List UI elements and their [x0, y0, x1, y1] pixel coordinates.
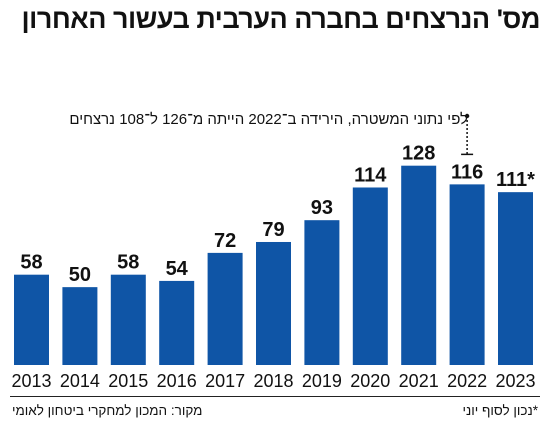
- value-label-2020: 114: [354, 164, 387, 186]
- bar-2021: [401, 165, 437, 365]
- value-labels-group: 58 50 58 54 72 79 93 114 128 116 111*: [20, 143, 535, 286]
- value-label-2013: 58: [20, 252, 42, 274]
- bar-2018: [256, 241, 291, 365]
- value-label-2019: 93: [311, 197, 333, 219]
- callout-dot: [464, 113, 470, 119]
- value-label-2014: 50: [69, 264, 91, 286]
- x-tick-label-2015: 2015: [108, 371, 148, 391]
- bar-2023: [498, 192, 533, 365]
- bar-2022: [449, 184, 485, 365]
- value-label-2015: 58: [117, 252, 139, 274]
- bar-2014: [62, 287, 98, 365]
- x-tick-label-2023: 2023: [495, 371, 535, 391]
- bar-2016: [159, 280, 195, 365]
- x-tick-label-2022: 2022: [447, 371, 487, 391]
- chart-title: מס' הנרצחים בחברה הערבית בעשור האחרון: [21, 4, 541, 34]
- value-label-2022: 116: [451, 161, 483, 183]
- bar-2017: [207, 252, 243, 365]
- chart-annotation: לפי נתוני המשטרה, הירידה ב־2022 הייתה מ־…: [69, 111, 468, 128]
- x-axis-labels: 2013 2014 2015 2016 2017 2018 2019 2020 2021 2022…: [11, 371, 535, 391]
- bar-2019: [304, 220, 340, 365]
- x-tick-label-2021: 2021: [399, 371, 439, 391]
- value-label-2017: 72: [214, 230, 236, 252]
- source-note: מקור: המכון למחקרי ביטחון לאומי: [12, 403, 203, 418]
- bar-2013: [14, 274, 49, 365]
- x-tick-label-2016: 2016: [157, 371, 197, 391]
- value-label-2021: 128: [402, 143, 435, 165]
- bar-2015: [110, 274, 146, 365]
- value-label-2016: 54: [166, 258, 189, 280]
- bar-2020: [352, 187, 388, 365]
- footer-divider: [10, 396, 540, 397]
- x-tick-label-2018: 2018: [253, 371, 293, 391]
- value-label-2023: 111*: [496, 169, 535, 191]
- x-tick-label-2014: 2014: [60, 371, 100, 391]
- x-tick-label-2013: 2013: [11, 371, 51, 391]
- bars-group: [14, 165, 533, 365]
- x-tick-label-2020: 2020: [350, 371, 390, 391]
- footnote: *נכון לסוף יוני: [462, 403, 538, 418]
- x-tick-label-2019: 2019: [302, 371, 342, 391]
- value-label-2018: 79: [262, 219, 284, 241]
- annotation-callout: [461, 113, 474, 156]
- x-tick-label-2017: 2017: [205, 371, 245, 391]
